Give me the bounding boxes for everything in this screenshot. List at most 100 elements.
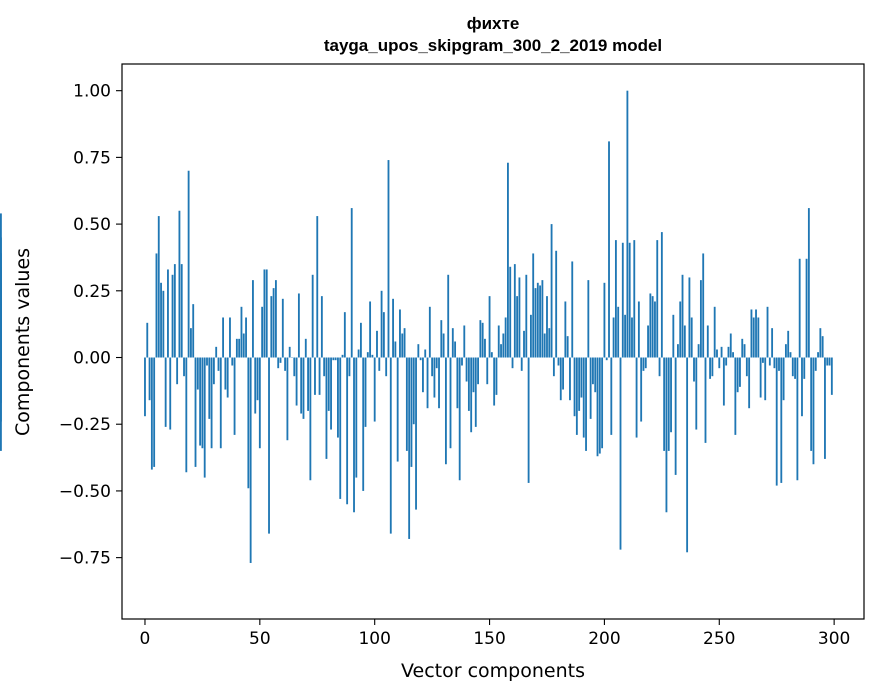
bar — [295, 357, 298, 406]
y-tick-label: 0.75 — [73, 148, 111, 168]
bar — [589, 357, 592, 419]
bar — [419, 357, 422, 361]
bar — [484, 338, 486, 358]
bar — [507, 162, 509, 358]
bar — [440, 320, 443, 358]
bar — [387, 160, 390, 358]
bar — [447, 274, 450, 358]
bar — [539, 285, 542, 358]
bar — [683, 325, 686, 358]
bar — [206, 357, 208, 366]
bar — [603, 282, 606, 358]
bar — [520, 357, 523, 371]
bar — [771, 328, 774, 358]
bar — [249, 357, 252, 563]
bar — [787, 330, 790, 358]
bar — [798, 258, 801, 358]
bar — [435, 357, 438, 369]
bar — [543, 333, 546, 358]
bar — [463, 325, 466, 358]
bar — [235, 338, 238, 358]
bar — [819, 328, 822, 358]
bar — [824, 357, 826, 459]
bar — [458, 357, 461, 481]
bar — [222, 317, 224, 358]
bar — [286, 357, 289, 441]
bar — [231, 357, 234, 366]
bar — [566, 336, 569, 358]
bar — [192, 304, 195, 358]
y-tick-label: 0.25 — [73, 282, 111, 302]
bar — [768, 357, 771, 366]
bar — [183, 357, 185, 377]
bar — [334, 357, 337, 361]
bar — [0, 357, 2, 403]
y-tick-label: 0.00 — [73, 349, 111, 369]
bar — [270, 296, 273, 358]
bar — [461, 357, 463, 366]
bar — [343, 312, 346, 358]
bar — [663, 357, 666, 451]
bar — [773, 357, 776, 369]
bar — [644, 357, 647, 369]
bar — [729, 333, 732, 358]
bar — [596, 357, 599, 457]
bar — [628, 242, 631, 358]
bar — [557, 357, 560, 366]
bar — [651, 296, 654, 358]
bar — [380, 290, 383, 358]
bar — [619, 357, 622, 550]
bar — [272, 288, 275, 358]
bar — [399, 309, 401, 358]
bar — [713, 306, 716, 358]
x-axis-label: Vector components — [401, 660, 585, 682]
bar — [757, 317, 760, 358]
y-tick-label: −0.50 — [59, 482, 111, 502]
bar — [699, 280, 702, 358]
bar — [741, 338, 744, 358]
bar — [187, 170, 190, 358]
bar — [366, 352, 369, 358]
bar — [559, 357, 562, 401]
bar — [658, 357, 661, 377]
bar — [300, 357, 303, 414]
bar — [472, 357, 475, 393]
bar — [150, 357, 153, 470]
bar — [210, 357, 213, 449]
bar — [438, 357, 440, 409]
bar — [426, 357, 429, 409]
bar — [408, 357, 411, 539]
bar — [417, 344, 420, 358]
bar — [801, 357, 803, 417]
bar — [745, 357, 748, 377]
bar — [385, 357, 388, 377]
bar — [493, 357, 496, 406]
y-axis: −0.75 −0.50 −0.25 0.00 0.25 0.50 0.75 1.00 — [59, 82, 122, 569]
bar — [626, 90, 629, 358]
bar — [171, 274, 174, 358]
bar — [550, 224, 553, 358]
bar — [546, 296, 548, 358]
bar — [534, 288, 537, 358]
bar — [548, 328, 551, 358]
bar — [162, 290, 165, 358]
bar — [176, 357, 179, 385]
x-tick-label: 200 — [588, 629, 620, 649]
bar — [477, 357, 479, 385]
bar — [254, 357, 257, 414]
bar — [817, 352, 819, 358]
bar — [601, 357, 604, 449]
bar — [433, 357, 436, 398]
bar — [233, 357, 236, 435]
bar — [376, 330, 378, 358]
x-tick-label: 250 — [703, 629, 735, 649]
bar — [353, 357, 355, 513]
bar — [665, 357, 668, 513]
bar — [631, 317, 633, 358]
bar — [337, 357, 339, 438]
bar — [778, 357, 780, 371]
bar — [146, 322, 149, 358]
bar — [424, 349, 427, 358]
bar — [226, 357, 229, 398]
